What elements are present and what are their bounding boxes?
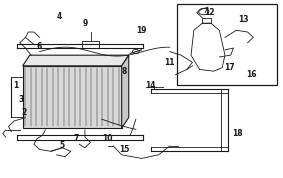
Text: 9: 9 bbox=[82, 19, 87, 28]
Bar bbox=[177, 4, 277, 85]
Text: 13: 13 bbox=[238, 15, 249, 24]
Polygon shape bbox=[23, 55, 129, 66]
Text: 14: 14 bbox=[145, 81, 155, 90]
Text: 6: 6 bbox=[37, 42, 42, 51]
Text: 17: 17 bbox=[224, 63, 235, 72]
Text: 19: 19 bbox=[136, 26, 147, 35]
Text: 1: 1 bbox=[13, 81, 18, 90]
Text: 7: 7 bbox=[74, 134, 79, 143]
Text: 11: 11 bbox=[164, 58, 175, 67]
Text: 10: 10 bbox=[102, 134, 113, 143]
Text: 16: 16 bbox=[246, 70, 257, 79]
Text: 12: 12 bbox=[204, 8, 215, 17]
Text: 2: 2 bbox=[22, 108, 27, 117]
Polygon shape bbox=[23, 66, 122, 128]
Text: 4: 4 bbox=[57, 12, 62, 20]
Polygon shape bbox=[122, 55, 129, 128]
Text: 18: 18 bbox=[232, 129, 243, 138]
Text: 15: 15 bbox=[119, 145, 130, 154]
Text: 5: 5 bbox=[60, 142, 65, 150]
Text: 8: 8 bbox=[122, 67, 127, 76]
Text: 3: 3 bbox=[19, 95, 24, 104]
